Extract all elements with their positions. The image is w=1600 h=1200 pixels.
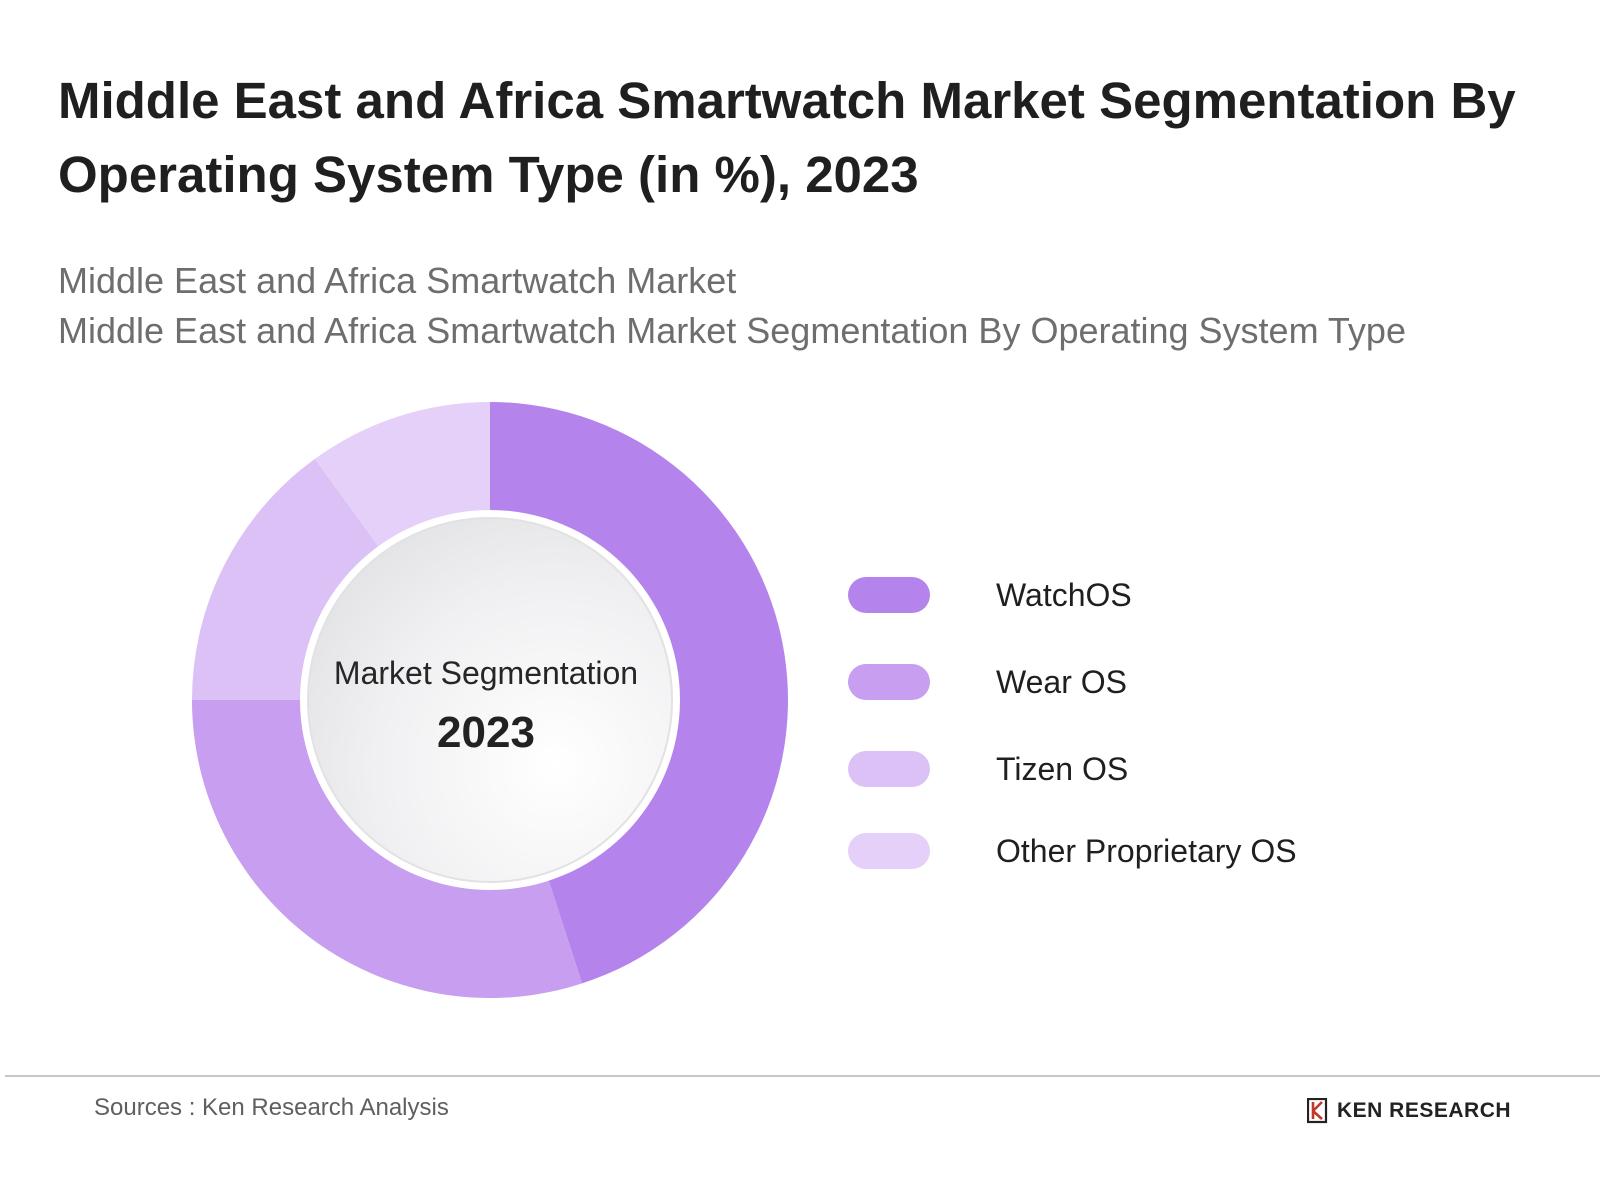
legend-item-watchos: WatchOS (848, 575, 1448, 615)
donut-center-year: 2023 (437, 708, 535, 757)
ken-research-logo-icon (1307, 1098, 1328, 1124)
chart-subtitle-segmentation: Middle East and Africa Smartwatch Market… (58, 310, 1406, 351)
legend-swatch (848, 833, 930, 869)
legend-swatch (848, 751, 930, 787)
donut-slices (192, 402, 788, 998)
legend-swatch (848, 664, 930, 700)
donut-slice-watchos (490, 402, 788, 984)
ken-research-logo: KEN RESEARCH (1307, 1096, 1537, 1126)
donut-center-label: Market Segmentation (333, 655, 639, 691)
legend-label: Other Proprietary OS (996, 833, 1297, 869)
ken-research-logo-text: KEN RESEARCH (1337, 1099, 1512, 1122)
legend-item-other-proprietary-os: Other Proprietary OS (848, 831, 1448, 871)
legend-label: Tizen OS (996, 751, 1129, 787)
source-note: Sources : Ken Research Analysis (94, 1094, 449, 1121)
footer-divider (5, 1075, 1600, 1077)
chart-subtitle-market: Middle East and Africa Smartwatch Market (58, 260, 737, 301)
donut-center-disc (307, 517, 673, 883)
legend-item-wear-os: Wear OS (848, 662, 1448, 702)
chart-title: Middle East and Africa Smartwatch Market… (58, 72, 1516, 203)
legend-item-tizen-os: Tizen OS (848, 749, 1448, 789)
legend-label: WatchOS (996, 577, 1132, 613)
legend-swatch (848, 577, 930, 613)
legend-label: Wear OS (996, 664, 1127, 700)
donut-slice-wear-os (192, 700, 583, 998)
donut-slice-tizen-os (192, 458, 379, 700)
donut-slice-other-proprietary-os (314, 402, 490, 548)
